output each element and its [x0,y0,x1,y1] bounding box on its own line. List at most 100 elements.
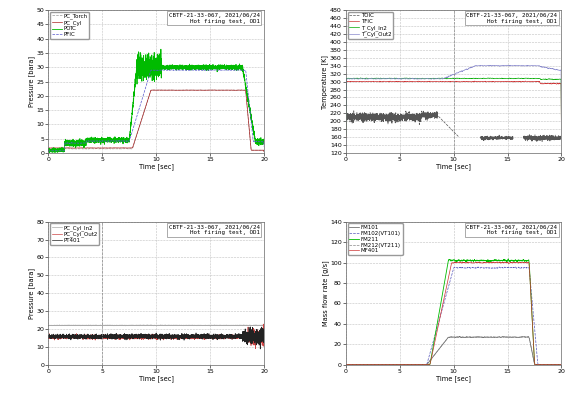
POIC [243,87,250,91]
Y-axis label: Pressure [bara]: Pressure [bara] [28,56,35,107]
T_Cyl_Out2 [445,74,452,79]
POIC [254,141,261,146]
FM102(VT101) [343,362,349,367]
Line: T_Cyl_Out2: T_Cyl_Out2 [346,65,561,136]
T_Cyl_In2 [541,77,548,82]
PT401 [202,334,209,339]
Legend: PC_Cyl_In2, PC_Cyl_Out2, PT401: PC_Cyl_In2, PC_Cyl_Out2, PT401 [50,223,100,245]
PC_Cyl [260,149,267,154]
POIC [260,139,267,144]
TOIC [445,124,452,129]
T_Cyl_In2 [343,133,349,138]
T_Cyl_In2 [558,133,565,138]
MF401 [435,323,442,328]
PC_Cyl_Out2 [202,336,209,341]
FM101 [433,350,440,355]
TOIC [435,114,442,118]
FM212(VT211) [386,362,393,367]
TFIC [445,79,452,84]
POIC [148,73,154,77]
FM212(VT211) [525,334,532,339]
PT401 [254,338,261,343]
MF401 [433,331,440,336]
POIC [157,47,164,52]
POIC [45,149,52,154]
Line: FM102(VT101): FM102(VT101) [346,267,561,365]
PC_Cyl [243,99,250,104]
PC_Torch [260,149,267,154]
PC_Cyl [136,125,142,130]
FM212(VT211) [435,348,442,353]
T_Cyl_Out2 [499,63,506,68]
Legend: FM101, FM102(VT101), FM211, FM212(VT211), MF401: FM101, FM102(VT101), FM211, FM212(VT211)… [348,223,402,255]
TOIC [499,135,506,139]
PC_Cyl_In2 [137,323,144,328]
TFIC [433,79,440,84]
PFIC [137,101,144,106]
FM102(VT101) [558,362,565,367]
PC_Cyl_Out2 [260,322,267,326]
T_Cyl_Out2 [558,129,565,134]
Line: PT401: PT401 [48,327,264,349]
FM211 [505,257,512,262]
FM211 [552,362,559,367]
X-axis label: Time [sec]: Time [sec] [139,164,174,170]
FM211 [343,362,349,367]
PT401 [136,333,142,338]
FM212(VT211) [552,362,559,367]
PC_Torch [148,88,154,93]
TFIC [558,136,565,141]
FM102(VT101) [512,264,519,269]
X-axis label: Time [sec]: Time [sec] [139,375,174,382]
TOIC [343,115,349,120]
PC_Cyl_In2 [56,322,63,327]
FM101 [558,362,565,367]
T_Cyl_Out2 [551,67,558,72]
MF401 [499,260,506,265]
Text: CBTF-21-33-067, 2021/06/24
Hot firing test, OD1: CBTF-21-33-067, 2021/06/24 Hot firing te… [169,224,260,235]
T_Cyl_Out2 [503,63,510,68]
Legend: TOIC, TFIC, T_Cyl_In2, T_Cyl_Out2: TOIC, TFIC, T_Cyl_In2, T_Cyl_Out2 [348,12,393,39]
T_Cyl_Out2 [433,76,440,81]
Line: FM211: FM211 [346,259,561,365]
PC_Cyl_Out2 [260,328,267,333]
FM101 [541,362,548,367]
FM211 [433,325,440,330]
MF401 [445,275,452,280]
FM211 [541,362,548,367]
FM101 [551,362,558,367]
PC_Torch [254,148,261,153]
PT401 [260,338,267,343]
TFIC [541,81,548,86]
Line: PC_Cyl: PC_Cyl [48,90,264,152]
MF401 [558,362,565,367]
FM211 [421,362,428,367]
FM212(VT211) [343,362,349,367]
FM212(VT211) [433,350,440,355]
FM102(VT101) [540,362,547,367]
Line: PC_Torch: PC_Torch [48,90,264,152]
PC_Torch [137,120,144,125]
X-axis label: Time [sec]: Time [sec] [436,164,471,170]
PC_Cyl_In2 [247,324,254,328]
FM211 [445,258,452,263]
PT401 [257,347,264,351]
POIC [136,73,142,77]
T_Cyl_Out2 [541,64,548,69]
PT401 [243,338,250,343]
PFIC [243,77,250,82]
PC_Cyl_Out2 [254,332,261,337]
PC_Cyl [45,148,52,153]
FM101 [445,335,452,340]
PC_Cyl_Out2 [45,333,52,338]
FM102(VT101) [435,321,442,326]
PC_Cyl_In2 [254,323,261,328]
T_Cyl_In2 [435,76,442,81]
PC_Cyl_Out2 [243,334,250,339]
Line: POIC: POIC [48,49,264,153]
Line: MF401: MF401 [346,262,561,365]
T_Cyl_In2 [499,76,506,81]
TFIC [499,79,506,84]
TFIC [551,81,558,85]
TOIC [541,134,548,139]
